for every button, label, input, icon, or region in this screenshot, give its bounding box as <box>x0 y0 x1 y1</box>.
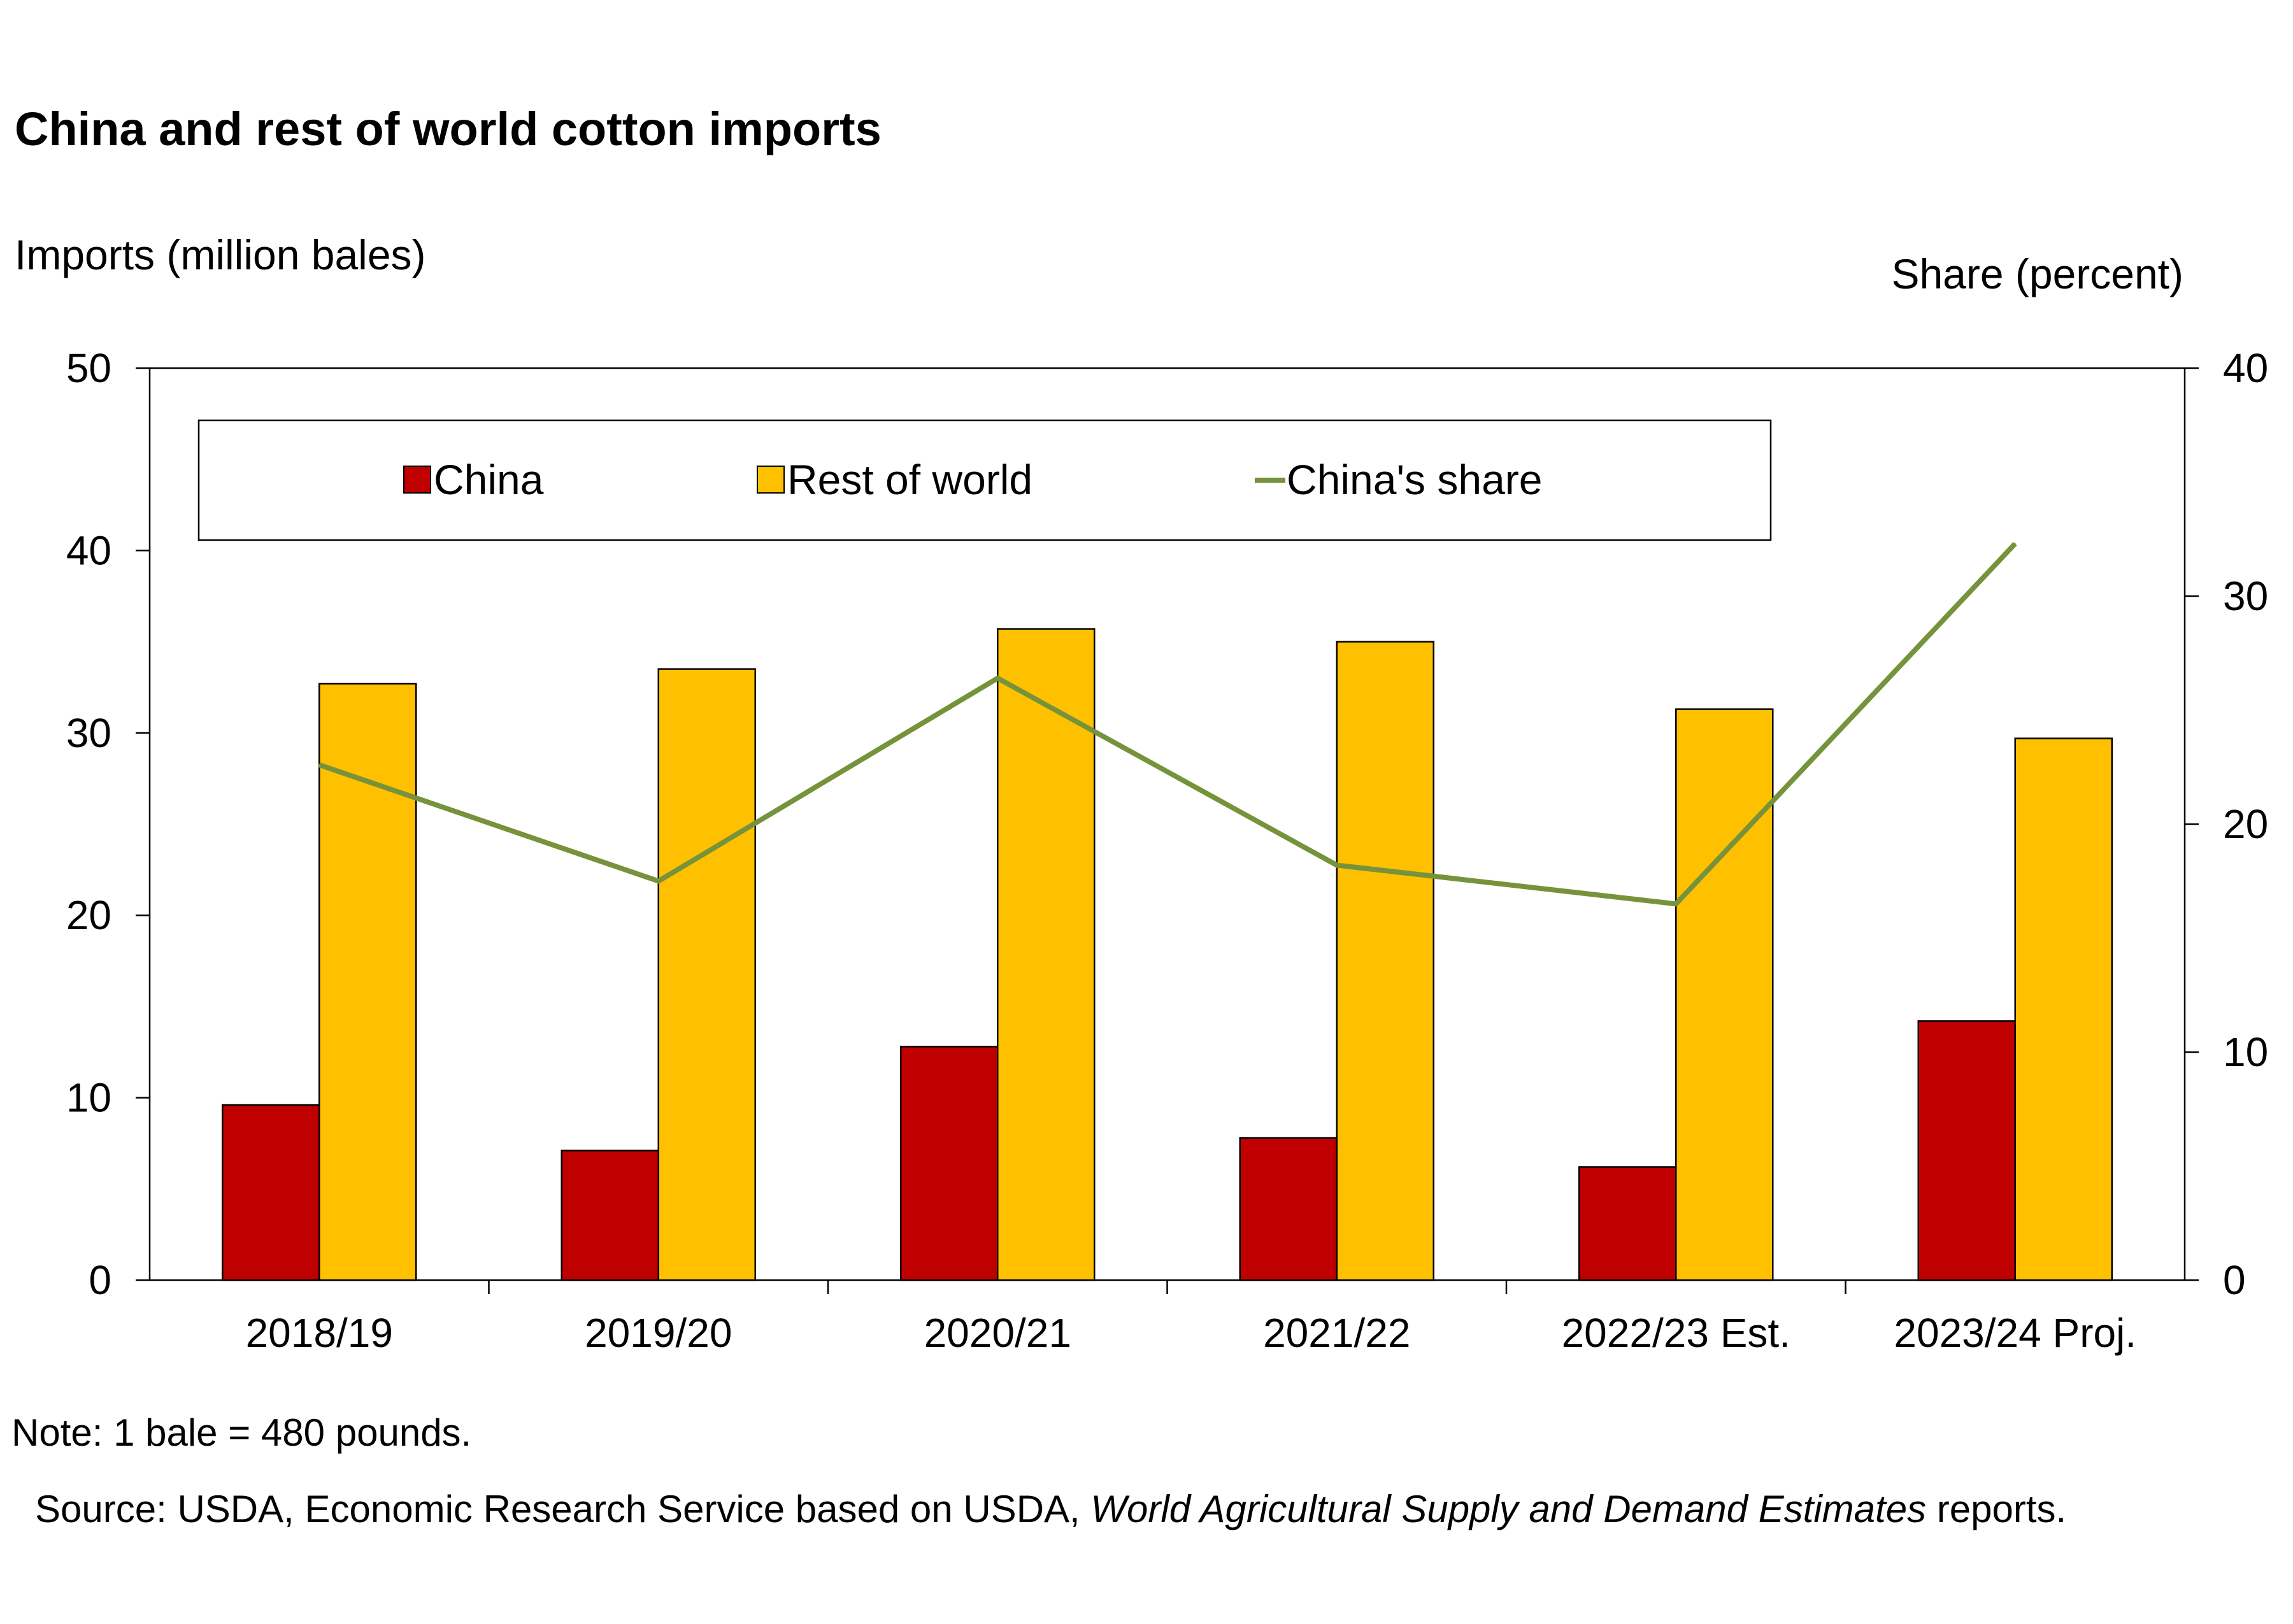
y-tick-label-right: 40 <box>2223 345 2268 391</box>
line-point-china-share <box>1336 864 1338 866</box>
line-point-china-share <box>318 764 320 766</box>
chart-title: China and rest of world cotton imports <box>15 103 882 155</box>
y-tick-label-right: 0 <box>2223 1257 2246 1303</box>
legend-swatch-rest-of-world <box>757 466 785 494</box>
y-tick-label-left: 30 <box>66 710 111 756</box>
bar-rest-of-world <box>1675 708 1774 1281</box>
y-tick-label-left: 40 <box>66 527 111 573</box>
source-suffix: reports. <box>1926 1488 2067 1530</box>
legend-label-china-share: China's share <box>1287 456 1542 503</box>
x-tick-label: 2021/22 <box>1263 1310 1410 1356</box>
y-tick-label-left: 0 <box>89 1257 111 1303</box>
source-publication: World Agricultural Supply and Demand Est… <box>1090 1488 1927 1530</box>
bar-china <box>222 1104 320 1281</box>
x-tick-label: 2018/19 <box>246 1310 393 1356</box>
bar-china <box>561 1150 659 1281</box>
x-tick-label: 2022/23 Est. <box>1562 1310 1790 1356</box>
line-point-china-share <box>657 880 659 882</box>
bar-rest-of-world <box>657 668 756 1281</box>
y-tick-label-right: 30 <box>2223 573 2268 619</box>
bar-china <box>1917 1020 2016 1281</box>
x-tick-label: 2019/20 <box>585 1310 732 1356</box>
bar-china <box>1578 1166 1677 1281</box>
chart-source: Source: USDA, Economic Research Service … <box>35 1487 2066 1531</box>
source-prefix: Source: USDA, Economic Research Service … <box>35 1488 1091 1530</box>
line-point-china-share <box>997 677 999 679</box>
bar-china <box>1239 1137 1338 1281</box>
line-point-china-share <box>2014 543 2016 545</box>
legend: China Rest of world China's share <box>197 419 1772 541</box>
y-tick-label-left: 10 <box>66 1075 111 1121</box>
bar-rest-of-world <box>997 628 1096 1281</box>
y-axis-label-left: Imports (million bales) <box>15 231 426 278</box>
chart-note: Note: 1 bale = 480 pounds. <box>11 1411 472 1454</box>
bar-rest-of-world <box>2014 737 2113 1281</box>
bar-rest-of-world <box>318 683 417 1281</box>
y-tick-label-right: 10 <box>2223 1029 2268 1075</box>
bar-china <box>900 1046 999 1281</box>
bar-rest-of-world <box>1336 641 1434 1281</box>
series-line-china-share <box>318 541 2017 907</box>
line-point-china-share <box>1675 903 1677 905</box>
legend-label-rest-of-world: Rest of world <box>787 456 1032 503</box>
x-tick-label: 2020/21 <box>924 1310 1071 1356</box>
legend-swatch-china <box>403 466 431 494</box>
legend-box <box>197 419 1772 541</box>
y-tick-label-left: 50 <box>66 345 111 391</box>
legend-label-china: China <box>434 456 544 503</box>
y-tick-label-right: 20 <box>2223 801 2268 847</box>
y-tick-label-left: 20 <box>66 892 111 938</box>
y-axis-label-right: Share (percent) <box>1891 250 2183 297</box>
x-tick-label: 2023/24 Proj. <box>1894 1310 2136 1356</box>
